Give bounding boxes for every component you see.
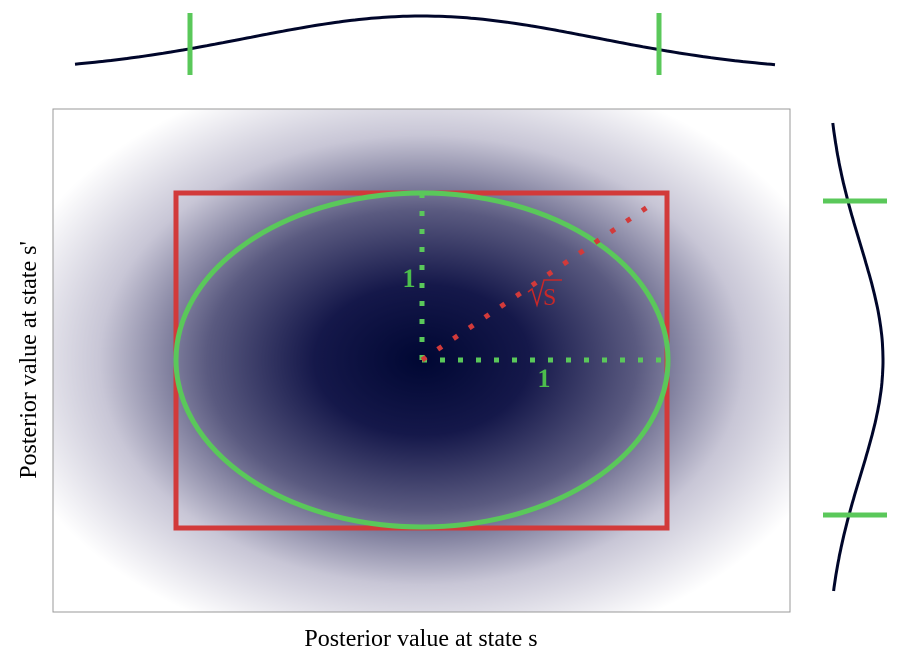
- plot-frame: [52, 108, 791, 613]
- label-radius-diag: S: [543, 285, 556, 311]
- radius-diag: [420, 201, 654, 363]
- marginal-x: [74, 14, 776, 67]
- label-radius-x: 1: [538, 364, 551, 393]
- label-radius-y: 1: [403, 264, 416, 293]
- marginal-y: [831, 122, 885, 592]
- radical-sign: [527, 279, 562, 308]
- y-axis-label: Posterior value at state s': [16, 241, 42, 479]
- density: [53, 109, 790, 612]
- x-axis-label: Posterior value at state s: [304, 626, 537, 652]
